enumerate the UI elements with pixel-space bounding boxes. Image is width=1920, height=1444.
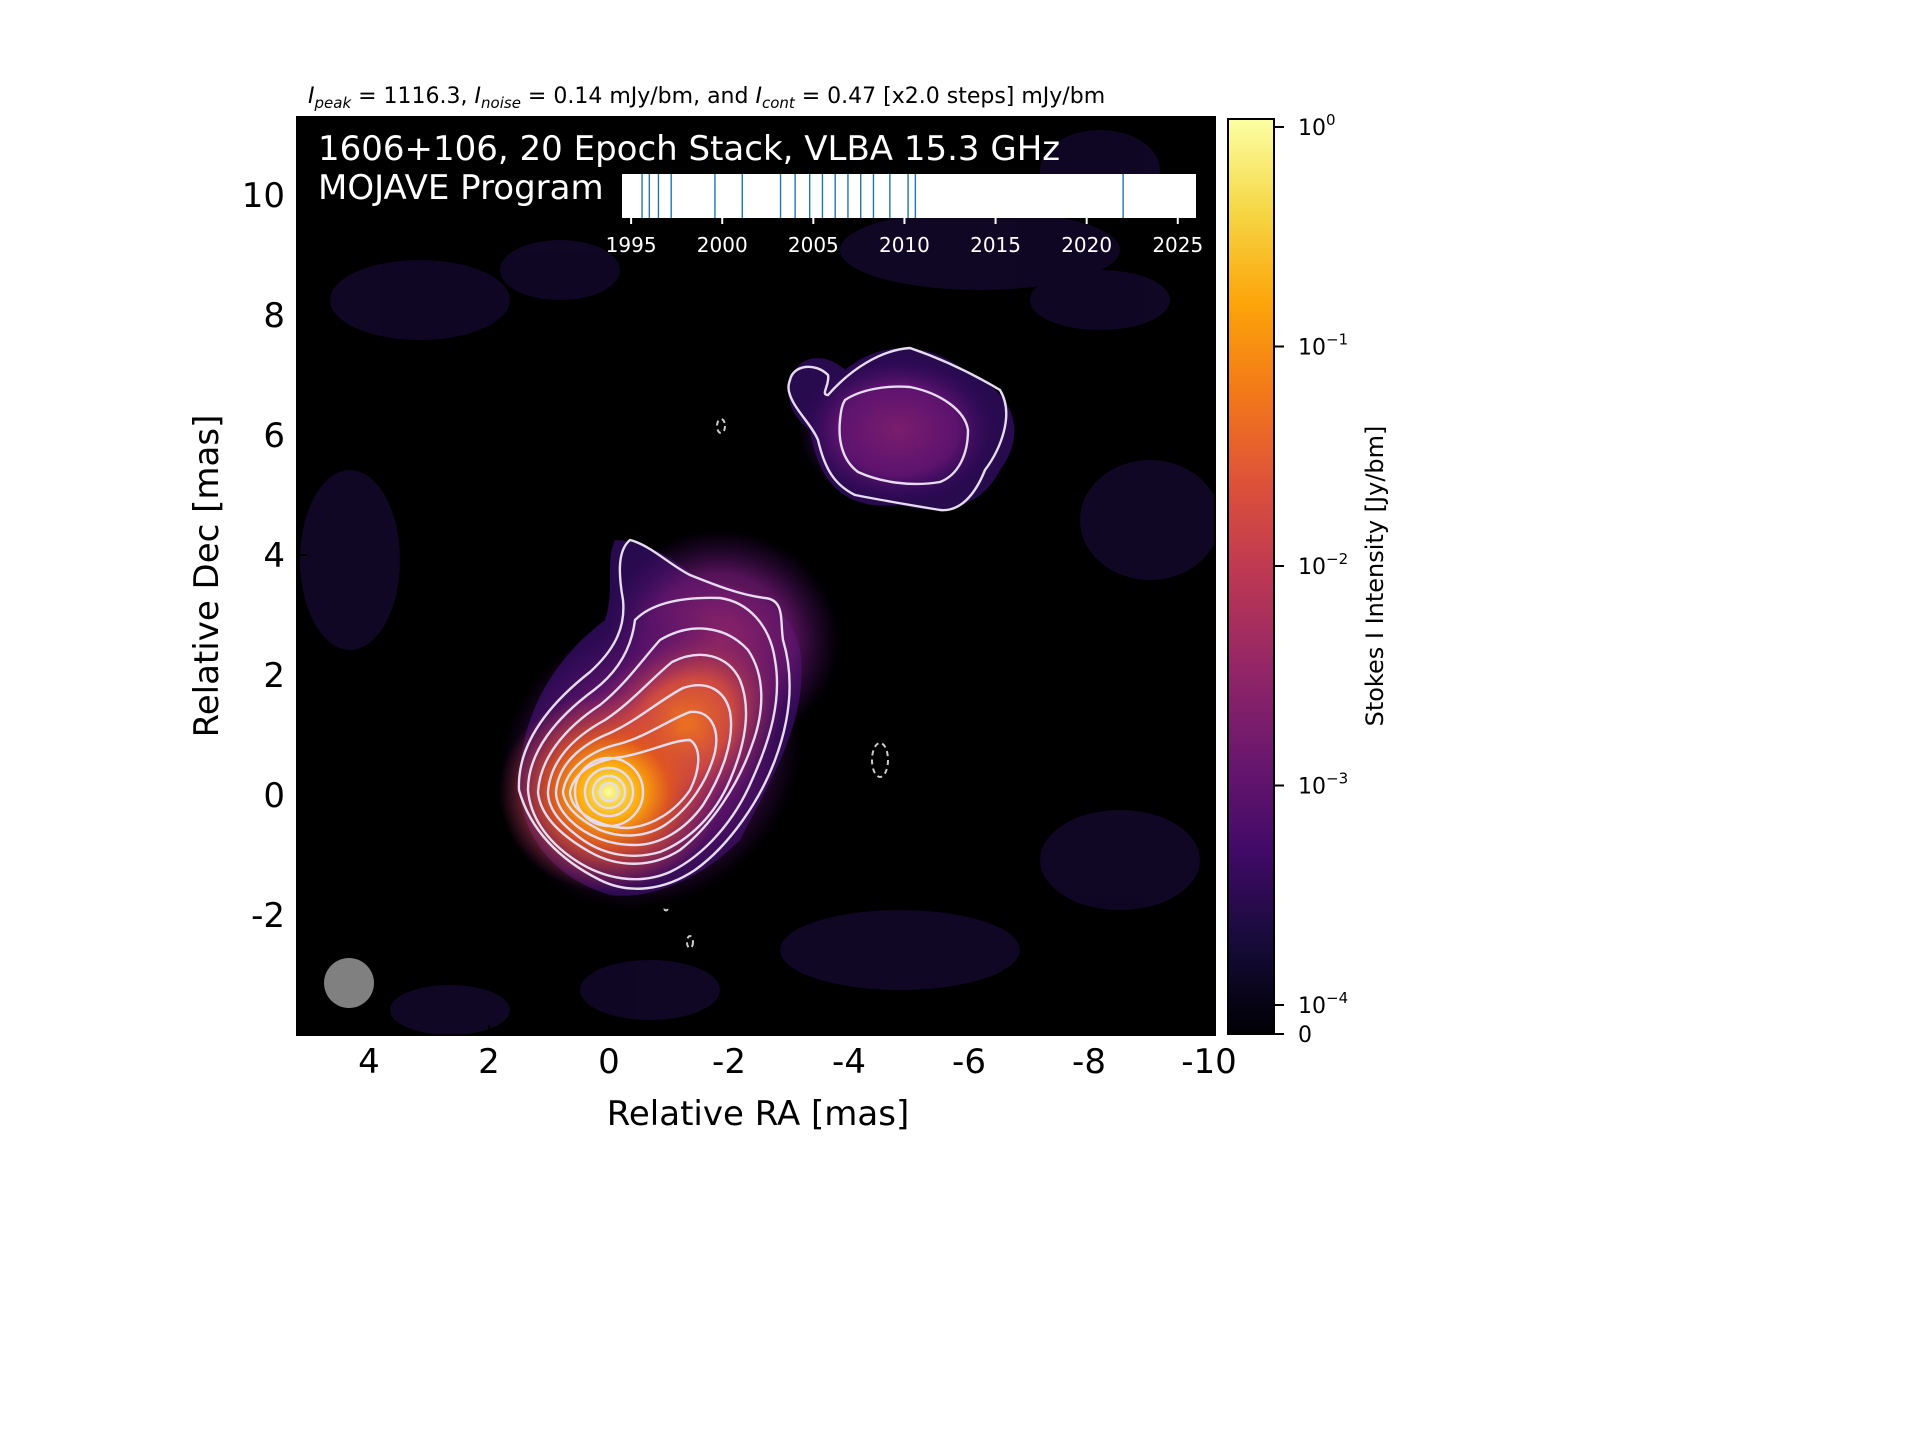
colorbar-tick-label: 10−4 [1298, 989, 1348, 1019]
title-cont-symbol: I [755, 84, 762, 109]
epoch-tick-label: 2015 [970, 233, 1021, 257]
epoch-tick-label: 2020 [1061, 233, 1112, 257]
x-tick-label: -10 [1181, 1042, 1237, 1082]
source-label-line1: 1606+106, 20 Epoch Stack, VLBA 15.3 GHz [318, 129, 1060, 169]
y-tick-label: 2 [263, 656, 285, 696]
title-noise-sub: noise [481, 94, 521, 112]
y-axis-ticks: -2 0 2 4 6 8 10 [242, 176, 307, 936]
x-tick-label: -2 [712, 1042, 746, 1082]
epoch-inset-box [622, 174, 1196, 218]
epoch-axis-ticks: 1995 2000 2005 2010 2015 2020 2025 [606, 218, 1203, 257]
x-tick-label: -4 [832, 1042, 866, 1082]
x-tick-label: 0 [598, 1042, 620, 1082]
colorbar-tick-label: 100 [1298, 111, 1336, 141]
epoch-tick-label: 2010 [879, 233, 930, 257]
contours-jet [517, 538, 791, 890]
x-tick-label: 2 [478, 1042, 500, 1082]
x-axis-label: Relative RA [mas] [607, 1094, 909, 1134]
colorbar-tick-label: 0 [1298, 1023, 1312, 1048]
title-cont-value: = 0.47 [x2.0 steps] mJy/bm [795, 84, 1105, 109]
epoch-tick-label: 2005 [788, 233, 839, 257]
background-noise [300, 130, 1215, 1035]
x-tick-label: 4 [358, 1042, 380, 1082]
title-noise-value: = 0.14 mJy/bm, and [521, 84, 756, 109]
epoch-tick-label: 2000 [697, 233, 748, 257]
title-peak-sub: peak [314, 94, 353, 112]
epoch-inset: 1995 2000 2005 2010 2015 2020 2025 [606, 174, 1203, 257]
colorbar-frame [1227, 118, 1275, 1035]
beam-ellipse [324, 958, 374, 1008]
epoch-tick-label: 1995 [606, 233, 657, 257]
y-axis-label: Relative Dec [mas] [187, 415, 227, 738]
x-tick-label: -6 [952, 1042, 986, 1082]
epoch-tick-label: 2025 [1152, 233, 1203, 257]
colorbar-gradient [1228, 119, 1274, 1034]
title-peak-value: = 1116.3, [351, 84, 474, 109]
nw-blob [798, 355, 998, 505]
title-noise-symbol: I [475, 84, 482, 109]
colorbar-tick-label: 10−1 [1298, 331, 1348, 361]
colorbar-tick-label: 10−3 [1298, 770, 1348, 800]
x-axis-ticks: 4 2 0 -2 -4 -6 -8 -10 [358, 1025, 1237, 1082]
y-tick-label: 8 [263, 296, 285, 336]
y-tick-label: 0 [263, 776, 285, 816]
colorbar: 100 10−1 10−2 10−3 10−4 0 Stokes I Intensity … [1227, 111, 1389, 1048]
contours-blob [787, 346, 1008, 512]
colorbar-tick-label: 10−2 [1298, 550, 1348, 580]
colorbar-label: Stokes I Intensity [Jy/bm] [1361, 426, 1389, 727]
colorbar-ticks: 100 10−1 10−2 10−3 10−4 0 [1274, 111, 1348, 1048]
intensity-map [300, 130, 1215, 1035]
y-tick-label: 4 [263, 536, 285, 576]
title-peak-symbol: I [308, 84, 315, 109]
negative-contours [663, 418, 889, 949]
y-tick-label: -2 [251, 896, 285, 936]
epoch-lines [641, 174, 1124, 218]
image-frame [296, 116, 1216, 1036]
y-tick-label: 6 [263, 416, 285, 456]
y-tick-label: 10 [242, 176, 285, 216]
chart-title: Ipeak = 1116.3, Inoise = 0.14 mJy/bm, an… [308, 84, 1105, 112]
source-label-line2: MOJAVE Program [318, 168, 604, 208]
x-tick-label: -8 [1072, 1042, 1106, 1082]
title-cont-sub: cont [762, 94, 796, 112]
